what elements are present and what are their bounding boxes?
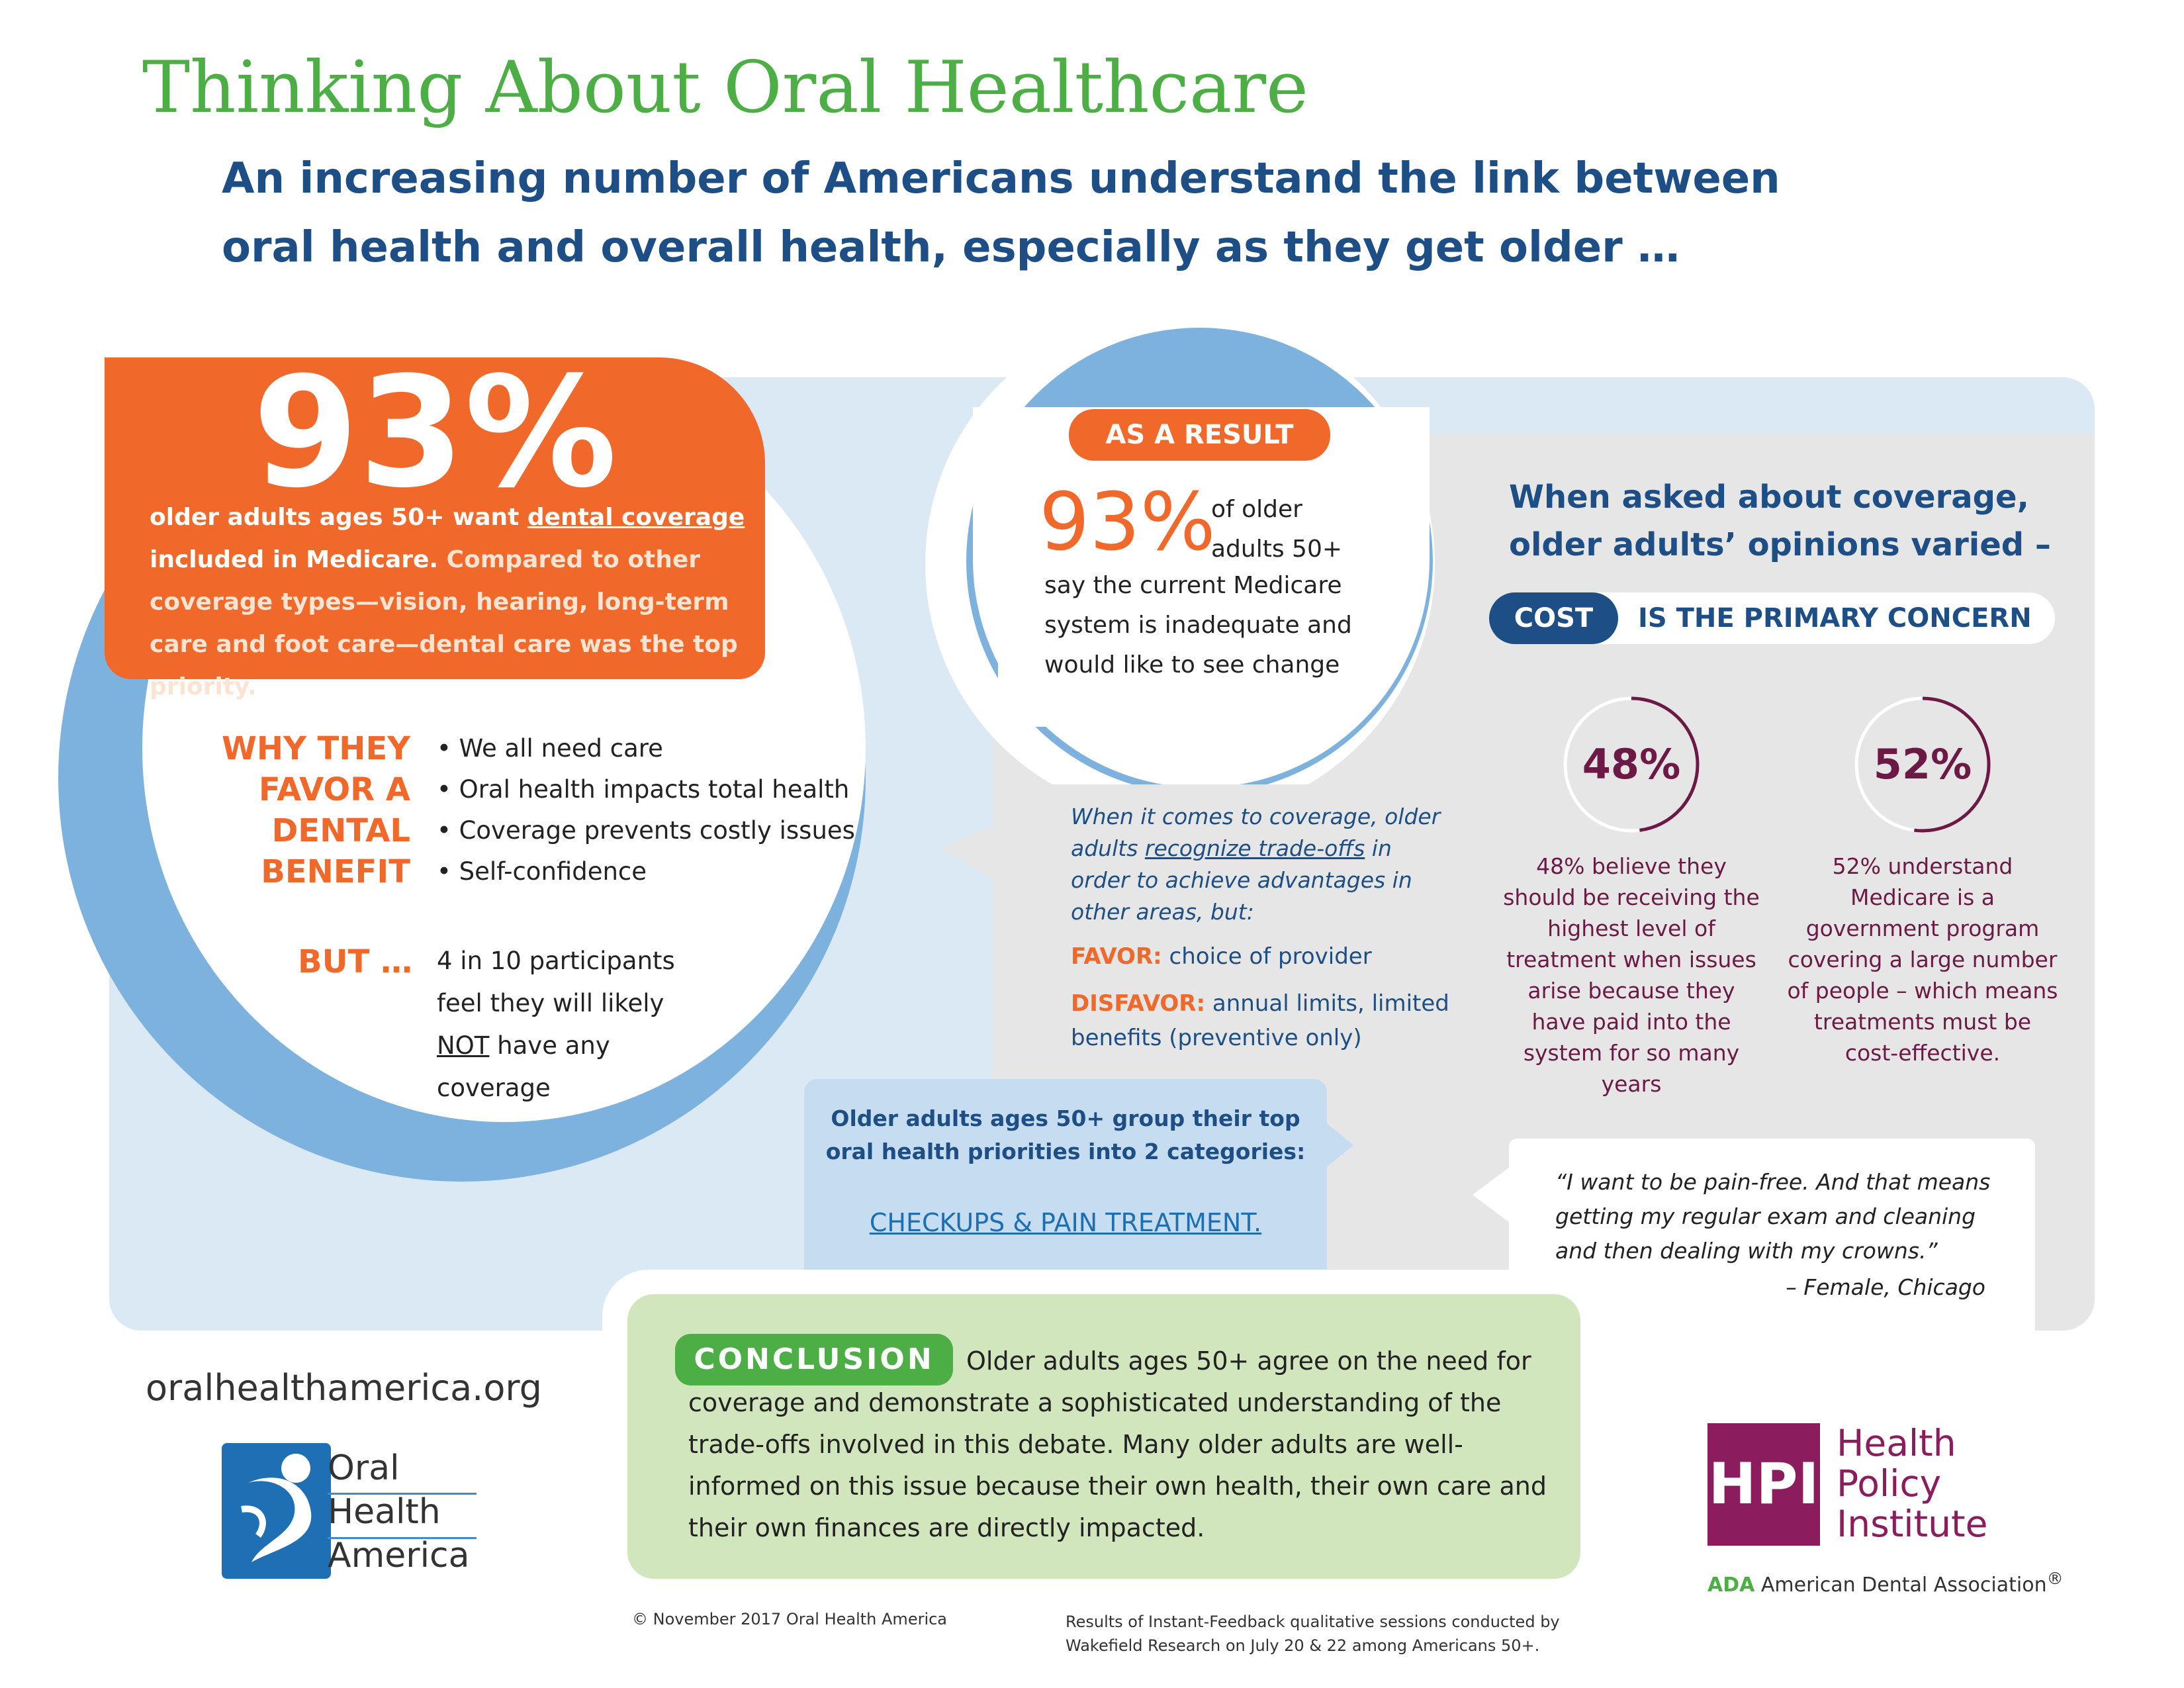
quote-card — [1509, 1139, 2035, 1331]
disfavor-text: annual limits, limited benefits (prevent… — [1071, 990, 1449, 1051]
oha-logo-arm — [241, 1505, 266, 1538]
stat-value-52: 52% — [1873, 740, 1972, 788]
checkups-callout-tail — [1317, 1115, 1353, 1175]
tradeoff-callout-shape — [940, 784, 1463, 1076]
as-a-result-badge: AS A RESULT — [1069, 409, 1330, 461]
why-reason-item: • Coverage prevents costly issues — [437, 816, 855, 845]
why-heading-line: DENTAL — [271, 812, 410, 849]
cost-badge: COST — [1489, 592, 1618, 644]
stat-ring-48 — [1563, 696, 1700, 833]
main-stat-value: 93% — [252, 345, 617, 522]
participant-quote: “I want to be pain-free. And that means … — [1555, 1169, 1991, 1264]
why-reason-item: • Oral health impacts total health — [437, 775, 850, 804]
subtitle-line-1: An increasing number of Americans unders… — [222, 154, 1780, 203]
but-text-b: have any coverage — [437, 1031, 610, 1102]
subtitle-line-2: oral health and overall health, especial… — [222, 223, 1680, 272]
stat-text-48: 48% believe they should be receiving the… — [1503, 853, 1760, 1097]
oral-health-america-name: Oral Health America — [328, 1446, 470, 1577]
page-subtitle: An increasing number of Americans unders… — [222, 144, 1780, 282]
tradeoff-intro-b: in order to achieve advantages in other … — [1071, 835, 1412, 925]
but-label: BUT … — [298, 943, 413, 980]
dental-coverage-link: dental coverage — [527, 504, 745, 531]
why-reason-item: • Self-confidence — [437, 857, 647, 886]
stat-ring-arc — [1854, 696, 1991, 833]
coverage-heading-line-1: When asked about coverage, — [1509, 479, 2029, 516]
but-text-a: 4 in 10 participants feel they will like… — [437, 947, 675, 1017]
main-stat-description: older adults ages 50+ want dental covera… — [150, 496, 745, 708]
result-stat-text-a: of older adults 50+ — [1211, 496, 1343, 563]
hpi-name-line: Institute — [1837, 1503, 1988, 1545]
ada-full: American Dental Association — [1754, 1573, 2047, 1597]
recognize-tradeoffs-link: recognize trade-offs — [1144, 835, 1365, 861]
ada-short: ADA — [1707, 1573, 1755, 1597]
main-stat-line2: included in Medicare. — [150, 546, 439, 573]
oha-logo-background — [222, 1443, 331, 1579]
primary-concern-label: IS THE PRIMARY CONCERN — [1638, 603, 2032, 633]
main-stat-rest: Compared to other coverage types—vision,… — [150, 546, 738, 700]
stat-value-48: 48% — [1582, 740, 1681, 788]
quote-attribution: – Female, Chicago — [1786, 1274, 1985, 1300]
why-heading-line: BENEFIT — [261, 853, 410, 890]
result-stat-text-b: say the current Medicare system is inade… — [1044, 572, 1352, 679]
checkups-text: Older adults ages 50+ group their top or… — [825, 1105, 1306, 1164]
oha-divider — [328, 1493, 477, 1495]
oha-logo-body — [248, 1477, 312, 1562]
source-note: Results of Instant-Feedback qualitative … — [1066, 1613, 1560, 1655]
oha-divider — [328, 1537, 477, 1539]
checkups-link-text: CHECKUPS & PAIN TREATMENT — [869, 1208, 1254, 1237]
hpi-name-line: Health — [1837, 1422, 1956, 1464]
stat-text-52: 52% understand Medicare is a government … — [1787, 853, 2058, 1066]
oha-name-line: Oral — [328, 1448, 400, 1488]
checkups-link-suffix: . — [1253, 1208, 1262, 1237]
why-reasons-list: • We all need care • Oral health impacts… — [437, 728, 855, 892]
ada-registered: ® — [2046, 1569, 2064, 1588]
stat-ring-52 — [1854, 696, 1991, 833]
favor-text: choice of provider — [1161, 943, 1372, 970]
oha-name-line: Health — [328, 1492, 441, 1532]
oha-logo-head — [281, 1454, 310, 1483]
tradeoff-callout — [940, 784, 1463, 1076]
oha-name-line: America — [328, 1536, 470, 1575]
main-stat-card: 93% older adults ages 50+ want dental co… — [105, 345, 765, 700]
health-policy-institute-name: Health Policy Institute — [1837, 1423, 1987, 1544]
main-stat-lead: older adults ages 50+ want — [150, 504, 527, 531]
checkups-callout — [804, 1079, 1327, 1278]
disfavor-label: DISFAVOR: — [1071, 990, 1206, 1017]
why-heading-line: FAVOR A — [258, 771, 410, 808]
result-card — [998, 422, 1329, 727]
stat-ring-arc — [1563, 696, 1700, 833]
tradeoff-intro-a: When it comes to coverage, older adults — [1071, 804, 1441, 861]
coverage-heading-line-2: older adults’ opinions varied – — [1509, 526, 2051, 563]
conclusion-text: Older adults ages 50+ agree on the need … — [688, 1346, 1547, 1542]
ada-attribution: ADA American Dental Association® — [1707, 1569, 2064, 1597]
result-stat-value: 93% — [1039, 477, 1216, 569]
but-text-not: NOT — [437, 1031, 490, 1060]
why-heading-line: WHY THEY — [221, 730, 410, 767]
disfavor-line: DISFAVOR: annual limits, limited benefit… — [1071, 986, 1455, 1055]
hpi-logo-mark: HPI — [1707, 1423, 1820, 1546]
but-text: 4 in 10 participants feel they will like… — [437, 940, 715, 1109]
why-reason-item: • We all need care — [437, 734, 663, 763]
oral-health-america-figure-icon — [222, 1443, 331, 1579]
hpi-name-line: Policy — [1837, 1462, 1942, 1505]
tradeoff-intro: When it comes to coverage, older adults … — [1071, 801, 1441, 928]
conclusion-badge: CONCLUSION — [675, 1334, 953, 1385]
quote-card-tail — [1473, 1165, 1512, 1225]
checkups-pain-treatment-link: CHECKUPS & PAIN TREATMENT. — [804, 1208, 1327, 1237]
copyright: © November 2017 Oral Health America — [632, 1610, 948, 1628]
favor-label: FAVOR: — [1071, 943, 1162, 970]
coverage-heading: When asked about coverage, older adults’… — [1509, 473, 2051, 569]
favor-line: FAVOR: choice of provider — [1071, 943, 1372, 970]
page-title: Thinking About Oral Healthcare — [142, 46, 1308, 129]
why-heading: WHY THEY FAVOR A DENTAL BENEFIT — [199, 728, 410, 892]
website-link[interactable]: oralhealthamerica.org — [146, 1367, 542, 1409]
